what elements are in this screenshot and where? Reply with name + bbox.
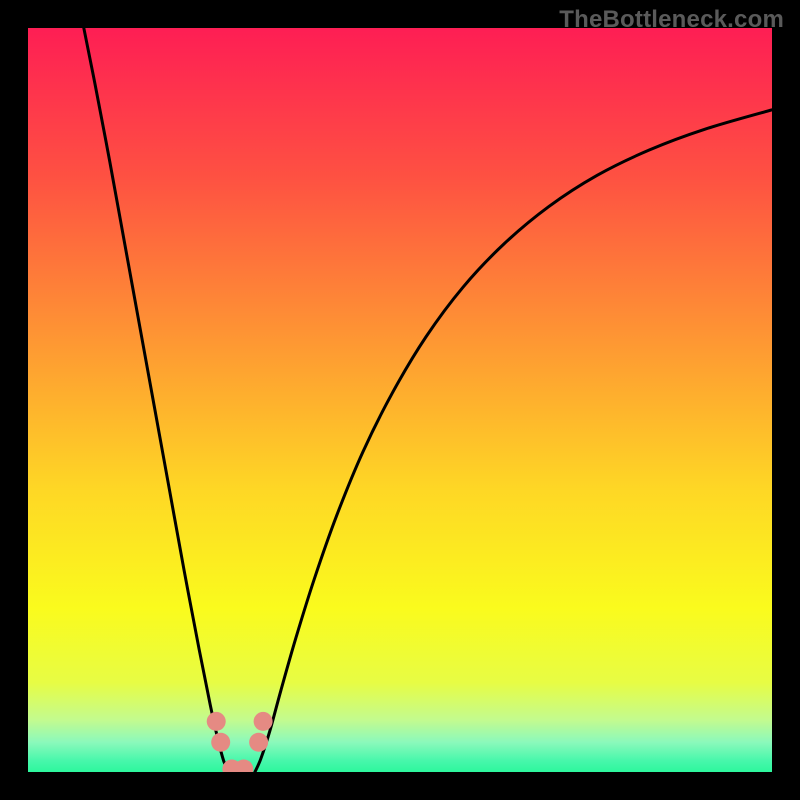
highlight-marker: [254, 712, 273, 731]
chart-frame: TheBottleneck.com: [0, 0, 800, 800]
highlight-marker: [211, 733, 230, 752]
highlight-marker: [249, 733, 268, 752]
watermark-text: TheBottleneck.com: [559, 6, 784, 34]
highlight-marker: [207, 712, 226, 731]
gradient-background: [28, 28, 772, 772]
plot-area: [28, 28, 772, 772]
chart-svg: [28, 28, 772, 772]
